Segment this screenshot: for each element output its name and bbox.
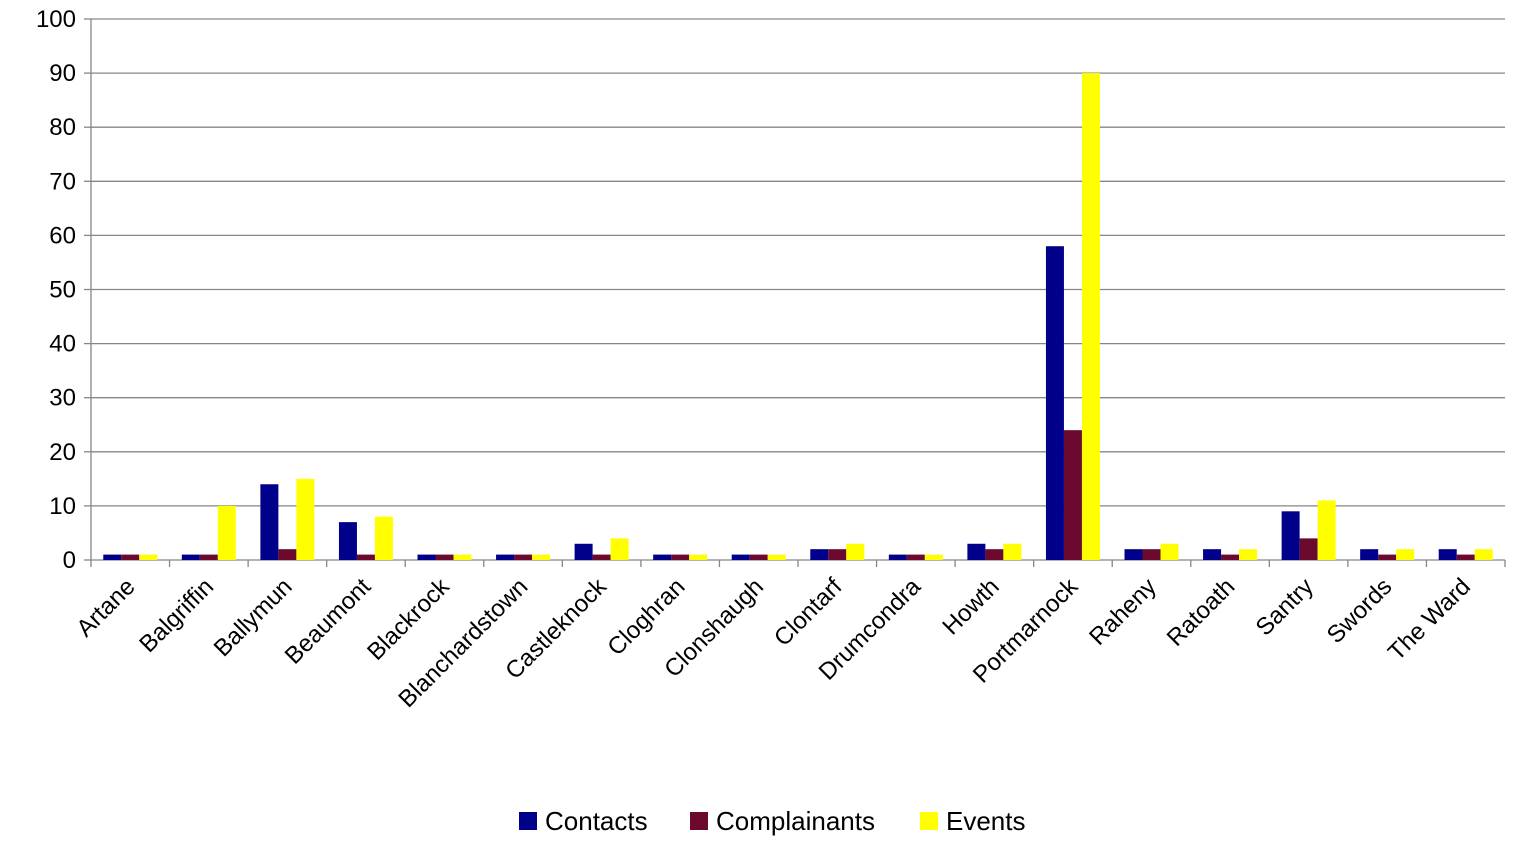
x-tick-label: Clontarf xyxy=(769,573,848,652)
bar-contacts-blackrock xyxy=(417,554,436,560)
bar-events-santry xyxy=(1317,500,1336,560)
x-tick-label: Balgriffin xyxy=(134,573,219,658)
bar-events-the-ward xyxy=(1474,549,1493,560)
bar-complainants-cloghran xyxy=(671,554,690,560)
legend-label-complainants: Complainants xyxy=(716,806,875,836)
y-tick-label: 50 xyxy=(49,277,76,304)
legend-label-events: Events xyxy=(946,806,1026,836)
bar-contacts-santry xyxy=(1281,511,1300,560)
y-tick-labels: 0 10 20 30 40 50 60 70 80 90 100 xyxy=(36,6,76,574)
y-tick-label: 70 xyxy=(49,168,76,195)
bar-events-howth xyxy=(1003,543,1022,560)
bar-contacts-ratoath xyxy=(1203,549,1222,560)
bar-contacts-the-ward xyxy=(1438,549,1457,560)
bar-complainants-blanchardstown xyxy=(514,554,533,560)
bar-complainants-blackrock xyxy=(435,554,454,560)
x-tick-label: Artane xyxy=(71,573,140,642)
bar-contacts-beaumont xyxy=(338,522,357,560)
bar-events-artane xyxy=(139,554,158,560)
bar-contacts-clonshaugh xyxy=(731,554,750,560)
bar-contacts-blanchardstown xyxy=(496,554,515,560)
bar-events-swords xyxy=(1396,549,1415,560)
bar-events-castleknock xyxy=(610,538,629,560)
legend: Contacts Complainants Events xyxy=(519,806,1026,836)
bar-contacts-portmarnock xyxy=(1045,246,1064,560)
bar-contacts-clontarf xyxy=(810,549,829,560)
bar-complainants-howth xyxy=(985,549,1004,560)
legend-label-contacts: Contacts xyxy=(545,806,648,836)
legend-swatch-complainants xyxy=(690,812,708,830)
legend-swatch-events xyxy=(920,812,938,830)
bar-events-balgriffin xyxy=(217,505,236,560)
x-tick-label: Howth xyxy=(937,573,1004,640)
y-tick-label: 60 xyxy=(49,222,76,249)
bar-contacts-cloghran xyxy=(653,554,672,560)
y-tick-label: 90 xyxy=(49,60,76,87)
y-tick-label: 30 xyxy=(49,385,76,412)
bar-events-beaumont xyxy=(374,516,393,560)
bar-events-ballymun xyxy=(296,478,315,560)
bar-complainants-drumcondra xyxy=(906,554,925,560)
bar-events-blackrock xyxy=(453,554,472,560)
y-tick-label: 10 xyxy=(49,493,76,520)
bar-complainants-clonshaugh xyxy=(749,554,768,560)
y-tick-label: 0 xyxy=(63,547,76,574)
x-tick-label: Ratoath xyxy=(1162,573,1241,652)
bar-contacts-balgriffin xyxy=(181,554,200,560)
bar-events-clonshaugh xyxy=(767,554,786,560)
bar-complainants-raheny xyxy=(1142,549,1161,560)
bar-complainants-swords xyxy=(1378,554,1397,560)
y-tick-label: 20 xyxy=(49,439,76,466)
x-tick-label: Santry xyxy=(1251,573,1319,641)
bar-complainants-the-ward xyxy=(1456,554,1475,560)
bar-complainants-clontarf xyxy=(828,549,847,560)
bar-complainants-ballymun xyxy=(278,549,297,560)
bar-contacts-artane xyxy=(103,554,122,560)
x-tick-labels: ArtaneBalgriffinBallymunBeaumontBlackroc… xyxy=(71,572,1476,713)
bar-contacts-swords xyxy=(1360,549,1379,560)
gridlines xyxy=(91,18,1505,507)
bar-contacts-castleknock xyxy=(574,543,593,560)
bar-complainants-portmarnock xyxy=(1063,430,1082,560)
bar-events-cloghran xyxy=(689,554,708,560)
bar-events-drumcondra xyxy=(924,554,943,560)
bar-complainants-artane xyxy=(121,554,140,560)
x-tick-label: Swords xyxy=(1322,573,1398,649)
bar-complainants-ratoath xyxy=(1221,554,1240,560)
bar-contacts-ballymun xyxy=(260,484,279,560)
bar-contacts-howth xyxy=(967,543,986,560)
bar-contacts-drumcondra xyxy=(888,554,907,560)
legend-swatch-contacts xyxy=(519,812,537,830)
bar-events-portmarnock xyxy=(1081,73,1100,560)
bar-events-ratoath xyxy=(1239,549,1258,560)
bar-contacts-raheny xyxy=(1124,549,1143,560)
y-tick-label: 40 xyxy=(49,331,76,358)
x-tick-label: Beaumont xyxy=(280,573,377,670)
bar-events-blanchardstown xyxy=(532,554,551,560)
bars xyxy=(103,73,1493,560)
x-tick-label: The Ward xyxy=(1383,573,1476,666)
bar-complainants-balgriffin xyxy=(199,554,218,560)
y-tick-label: 80 xyxy=(49,114,76,141)
bar-events-clontarf xyxy=(846,543,865,560)
x-tick-label: Raheny xyxy=(1084,573,1162,651)
axes xyxy=(84,18,1506,567)
bar-events-raheny xyxy=(1160,543,1179,560)
y-tick-label: 100 xyxy=(36,6,76,33)
bar-complainants-castleknock xyxy=(592,554,611,560)
bar-complainants-beaumont xyxy=(356,554,375,560)
bar-complainants-santry xyxy=(1299,538,1318,560)
